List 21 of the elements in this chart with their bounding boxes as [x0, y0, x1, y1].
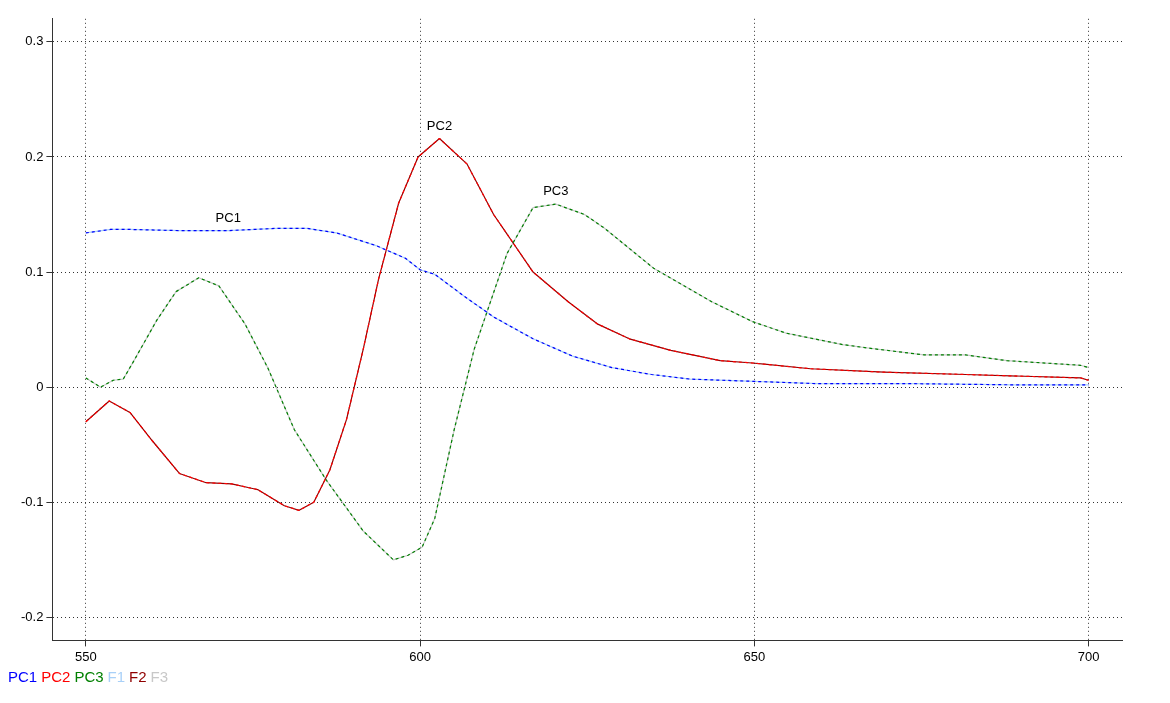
line-series	[85, 137, 1090, 511]
text: PC3	[74, 668, 104, 685]
text: PC1	[8, 668, 38, 685]
annotation: PC2	[426, 117, 453, 133]
y-tick-label: 0	[36, 378, 44, 394]
x-tick-label: 700	[1077, 648, 1100, 664]
x-tick-label: 550	[74, 648, 97, 664]
text: PC2	[41, 668, 71, 685]
line-series	[85, 227, 1090, 386]
text: F1	[107, 668, 126, 685]
x-tick-label: 600	[409, 648, 431, 664]
line-series	[85, 203, 1090, 561]
y-tick-label: -0.1	[20, 493, 44, 509]
y-tick-label: 0.2	[25, 148, 44, 164]
text: F2	[129, 668, 147, 685]
y-tick-label: 0.3	[25, 33, 44, 49]
annotation: PC3	[543, 183, 569, 199]
annotation: PC1	[215, 209, 241, 225]
y-tick-label: 0.1	[25, 263, 44, 279]
x-tick-label: 650	[743, 648, 766, 664]
y-tick-label: -0.2	[20, 608, 44, 624]
